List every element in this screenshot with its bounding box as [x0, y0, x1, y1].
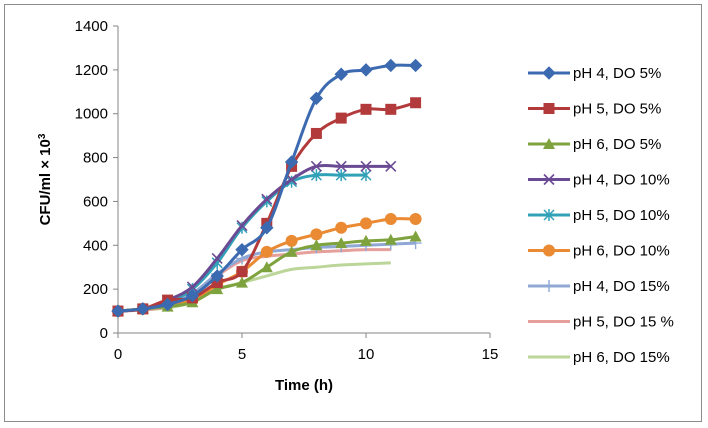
- legend-marker: [543, 103, 555, 114]
- legend-marker: [543, 173, 555, 186]
- data-point: [385, 160, 397, 172]
- legend-entry: pH 4, DO 15%: [528, 278, 670, 295]
- legend-label: pH 4, DO 10%: [573, 172, 670, 189]
- data-point: [260, 221, 274, 235]
- x-axis-title: Time (h): [275, 377, 333, 394]
- legend-marker: [543, 244, 555, 257]
- data-point: [160, 297, 175, 312]
- data-point: [335, 169, 347, 182]
- data-point: [285, 234, 298, 247]
- legend-entry: pH 5, DO 5%: [528, 101, 661, 118]
- legend-label: pH 6, DO 5%: [573, 136, 661, 153]
- data-point: [360, 217, 372, 230]
- legend-marker: [543, 138, 555, 149]
- series-line: [117, 63, 416, 313]
- y-tick-label: 800: [83, 150, 108, 167]
- legend-entry: pH 4, DO 10%: [528, 172, 670, 189]
- legend-entry: pH 6, DO 15%: [528, 349, 670, 366]
- legend-entry: pH 5, DO 15 %: [528, 314, 674, 331]
- data-point: [310, 228, 323, 241]
- data-point: [409, 212, 422, 225]
- data-point: [261, 193, 273, 205]
- axes: 0 200 400 600 800 1000 1200 1400 0 5 10 15: [75, 18, 499, 363]
- y-tick-label: 0: [100, 325, 108, 342]
- data-point: [360, 169, 372, 182]
- data-point: [335, 237, 348, 249]
- legend-entry: pH 6, DO 5%: [528, 136, 661, 153]
- y-axis-title-exponent: 3: [37, 133, 48, 139]
- data-point: [236, 219, 248, 232]
- data-point: [309, 91, 324, 106]
- x-tick-label: 10: [358, 346, 375, 363]
- data-point: [211, 252, 223, 265]
- data-point: [384, 233, 397, 245]
- data-point: [260, 261, 273, 273]
- data-point: [408, 58, 423, 73]
- y-tick-label: 1000: [75, 106, 108, 123]
- legend-label: pH 5, DO 5%: [573, 101, 661, 118]
- data-point: [384, 58, 398, 73]
- legend-entry: pH 5, DO 10%: [528, 207, 670, 224]
- data-point: [334, 67, 348, 81]
- data-point: [136, 302, 150, 316]
- chart-frame: [4, 4, 702, 422]
- legend-label: pH 4, DO 15%: [573, 278, 670, 295]
- data-point: [360, 103, 372, 115]
- legend-marker: [543, 209, 555, 221]
- x-ticks: 0 5 10 15: [114, 333, 499, 363]
- series-4: [112, 160, 397, 317]
- data-point: [359, 63, 373, 77]
- data-point: [410, 97, 422, 109]
- data-point: [360, 234, 372, 246]
- data-point: [111, 304, 125, 318]
- data-point: [385, 103, 397, 115]
- data-point: [260, 245, 273, 258]
- data-point: [210, 269, 224, 283]
- data-point: [211, 283, 224, 295]
- series-1: [111, 58, 423, 318]
- data-point: [335, 221, 348, 234]
- data-point: [335, 112, 347, 124]
- data-point: [335, 160, 347, 172]
- y-tick-label: 1200: [75, 62, 108, 79]
- x-tick-label: 15: [482, 346, 499, 363]
- data-point: [285, 245, 298, 257]
- data-point: [284, 155, 299, 169]
- legend-marker: [543, 280, 555, 292]
- data-point: [310, 127, 322, 139]
- series-line: [117, 163, 391, 313]
- data-point: [310, 169, 322, 182]
- data-point: [409, 230, 422, 242]
- legend-label: pH 6, DO 15%: [573, 349, 670, 366]
- legend: pH 4, DO 5% pH 5, DO 5% pH 6, DO 5% pH 4, D…: [528, 65, 674, 366]
- y-axis-title-main: CFU/ml × 10: [37, 139, 54, 225]
- y-ticks: 0 200 400 600 800 1000 1200 1400: [75, 18, 118, 342]
- series-layer: [111, 58, 423, 318]
- legend-label: pH 4, DO 5%: [573, 65, 661, 82]
- x-tick-label: 5: [238, 346, 246, 363]
- data-point: [185, 289, 200, 303]
- legend-entry: pH 4, DO 5%: [528, 65, 661, 82]
- legend-label: pH 5, DO 15 %: [573, 314, 674, 331]
- y-tick-label: 400: [83, 237, 108, 254]
- data-point: [310, 160, 322, 172]
- legend-label: pH 6, DO 10%: [573, 243, 670, 260]
- data-point: [310, 239, 323, 251]
- x-tick-label: 0: [114, 346, 122, 363]
- data-point: [235, 242, 249, 257]
- y-tick-label: 1400: [75, 18, 108, 35]
- y-axis-title: CFU/ml × 103: [37, 133, 55, 225]
- data-point: [236, 276, 248, 288]
- y-tick-label: 200: [83, 281, 108, 298]
- data-point: [360, 160, 372, 172]
- data-point: [186, 281, 198, 293]
- y-tick-label: 600: [83, 193, 108, 210]
- legend-label: pH 5, DO 10%: [573, 207, 670, 224]
- legend-marker: [542, 66, 556, 80]
- legend-entry: pH 6, DO 10%: [528, 243, 670, 260]
- data-point: [384, 212, 397, 225]
- data-point: [236, 266, 248, 278]
